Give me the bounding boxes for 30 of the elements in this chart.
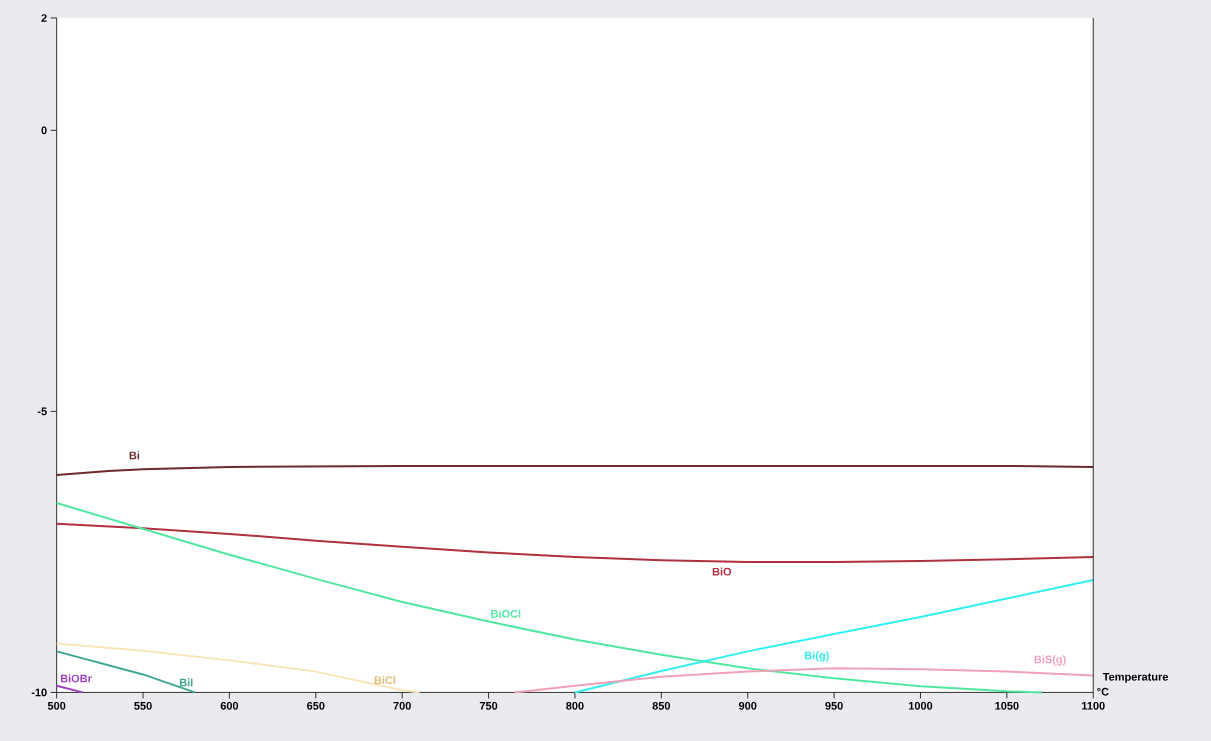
line-series [55, 522, 1095, 563]
y-tick-label: 0 [41, 126, 47, 135]
series-label: Bi(g) [805, 651, 829, 662]
x-tick-label: 1000 [908, 701, 933, 710]
x-tick-label: 700 [393, 701, 411, 710]
line-series [513, 667, 1095, 694]
series-label: BiS(g) [1034, 655, 1066, 666]
line-series [55, 642, 421, 694]
x-tick-label: 1050 [995, 701, 1019, 710]
y-tick-label: 2 [41, 13, 47, 22]
series-label: BiCl [374, 675, 396, 684]
x-tick-label: 800 [566, 701, 584, 710]
y-tick-label: -5 [37, 407, 47, 416]
x-axis-title: Temperature °C [1097, 672, 1169, 696]
x-tick-label: 900 [738, 701, 757, 710]
series-label: BiO [712, 567, 732, 576]
x-tick-label: 600 [220, 701, 239, 710]
series-label: BiOCl [491, 609, 521, 618]
x-tick-label: 1100 [1082, 701, 1105, 710]
y-tick-label: -10 [31, 688, 47, 697]
x-tick-label: 750 [479, 701, 498, 710]
x-tick-label: 500 [47, 701, 66, 710]
x-tick-label: 650 [307, 701, 325, 710]
series-label: BiI [179, 678, 193, 687]
series-label: BiOBr [60, 674, 92, 683]
line-series [573, 578, 1095, 694]
x-tick-label: 950 [825, 701, 843, 710]
x-tick-label: 850 [652, 701, 671, 710]
series-label: Bi [129, 451, 140, 460]
x-tick-label: 550 [134, 701, 152, 710]
